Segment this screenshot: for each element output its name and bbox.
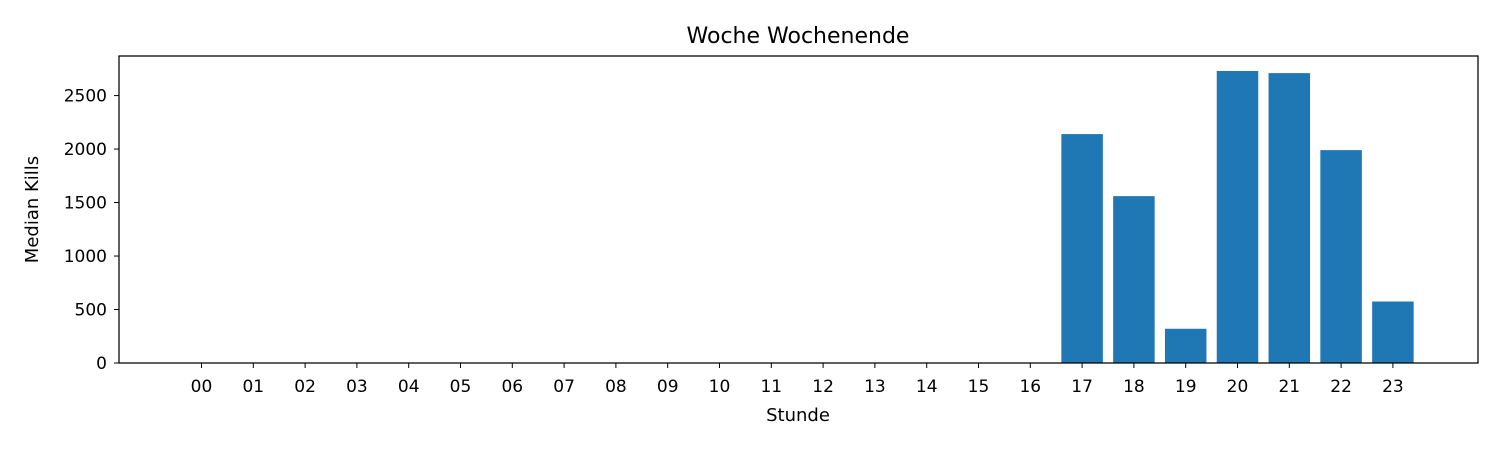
bar-21	[1268, 73, 1311, 364]
bar-22	[1320, 150, 1362, 363]
y-tick-label: 500	[75, 301, 107, 321]
bar-23	[1372, 301, 1414, 363]
x-tick-label: 03	[346, 377, 368, 397]
x-tick-label: 18	[1123, 377, 1145, 397]
x-tick-label: 11	[760, 377, 782, 397]
x-tick-label: 23	[1382, 377, 1404, 397]
x-tick-label: 15	[968, 377, 990, 397]
chart-title: Woche Wochenende	[687, 24, 910, 49]
x-tick-label: 06	[501, 377, 523, 397]
x-tick-label: 10	[709, 377, 731, 397]
y-tick-label: 0	[96, 354, 107, 374]
y-tick-label: 1500	[64, 194, 107, 214]
bars-group	[1061, 70, 1414, 364]
bar-19	[1164, 328, 1207, 363]
x-tick-label: 17	[1071, 377, 1093, 397]
x-tick-label: 13	[864, 377, 886, 397]
plot-frame	[118, 55, 1479, 364]
x-tick-label: 00	[191, 377, 213, 397]
bar-17	[1061, 134, 1103, 363]
x-tick-label: 19	[1175, 377, 1197, 397]
x-tick-label: 09	[657, 377, 679, 397]
x-tick-label: 22	[1330, 377, 1352, 397]
bar-18	[1113, 196, 1155, 363]
bar-20	[1216, 70, 1259, 363]
y-tick-label: 2000	[64, 140, 107, 160]
y-axis-ticks: 0 500 1000 1500 2000 2500	[64, 87, 119, 374]
x-axis-ticks: 00 01 02 03 04 05 06 07 08 09 10 11 12 13 14 15 16 17 18 19…	[191, 363, 1404, 397]
y-axis-label: Median Kills	[22, 156, 43, 263]
x-tick-label: 20	[1227, 377, 1249, 397]
x-tick-label: 05	[450, 377, 472, 397]
x-tick-label: 01	[242, 377, 264, 397]
x-tick-label: 21	[1278, 377, 1300, 397]
x-tick-label: 12	[812, 377, 834, 397]
x-tick-label: 08	[605, 377, 627, 397]
y-tick-label: 2500	[64, 87, 107, 107]
x-axis-label: Stunde	[766, 405, 830, 426]
x-tick-label: 04	[398, 377, 420, 397]
x-tick-label: 02	[294, 377, 316, 397]
x-tick-label: 14	[916, 377, 938, 397]
x-tick-label: 07	[553, 377, 575, 397]
x-tick-label: 16	[1019, 377, 1041, 397]
y-tick-label: 1000	[64, 247, 107, 267]
